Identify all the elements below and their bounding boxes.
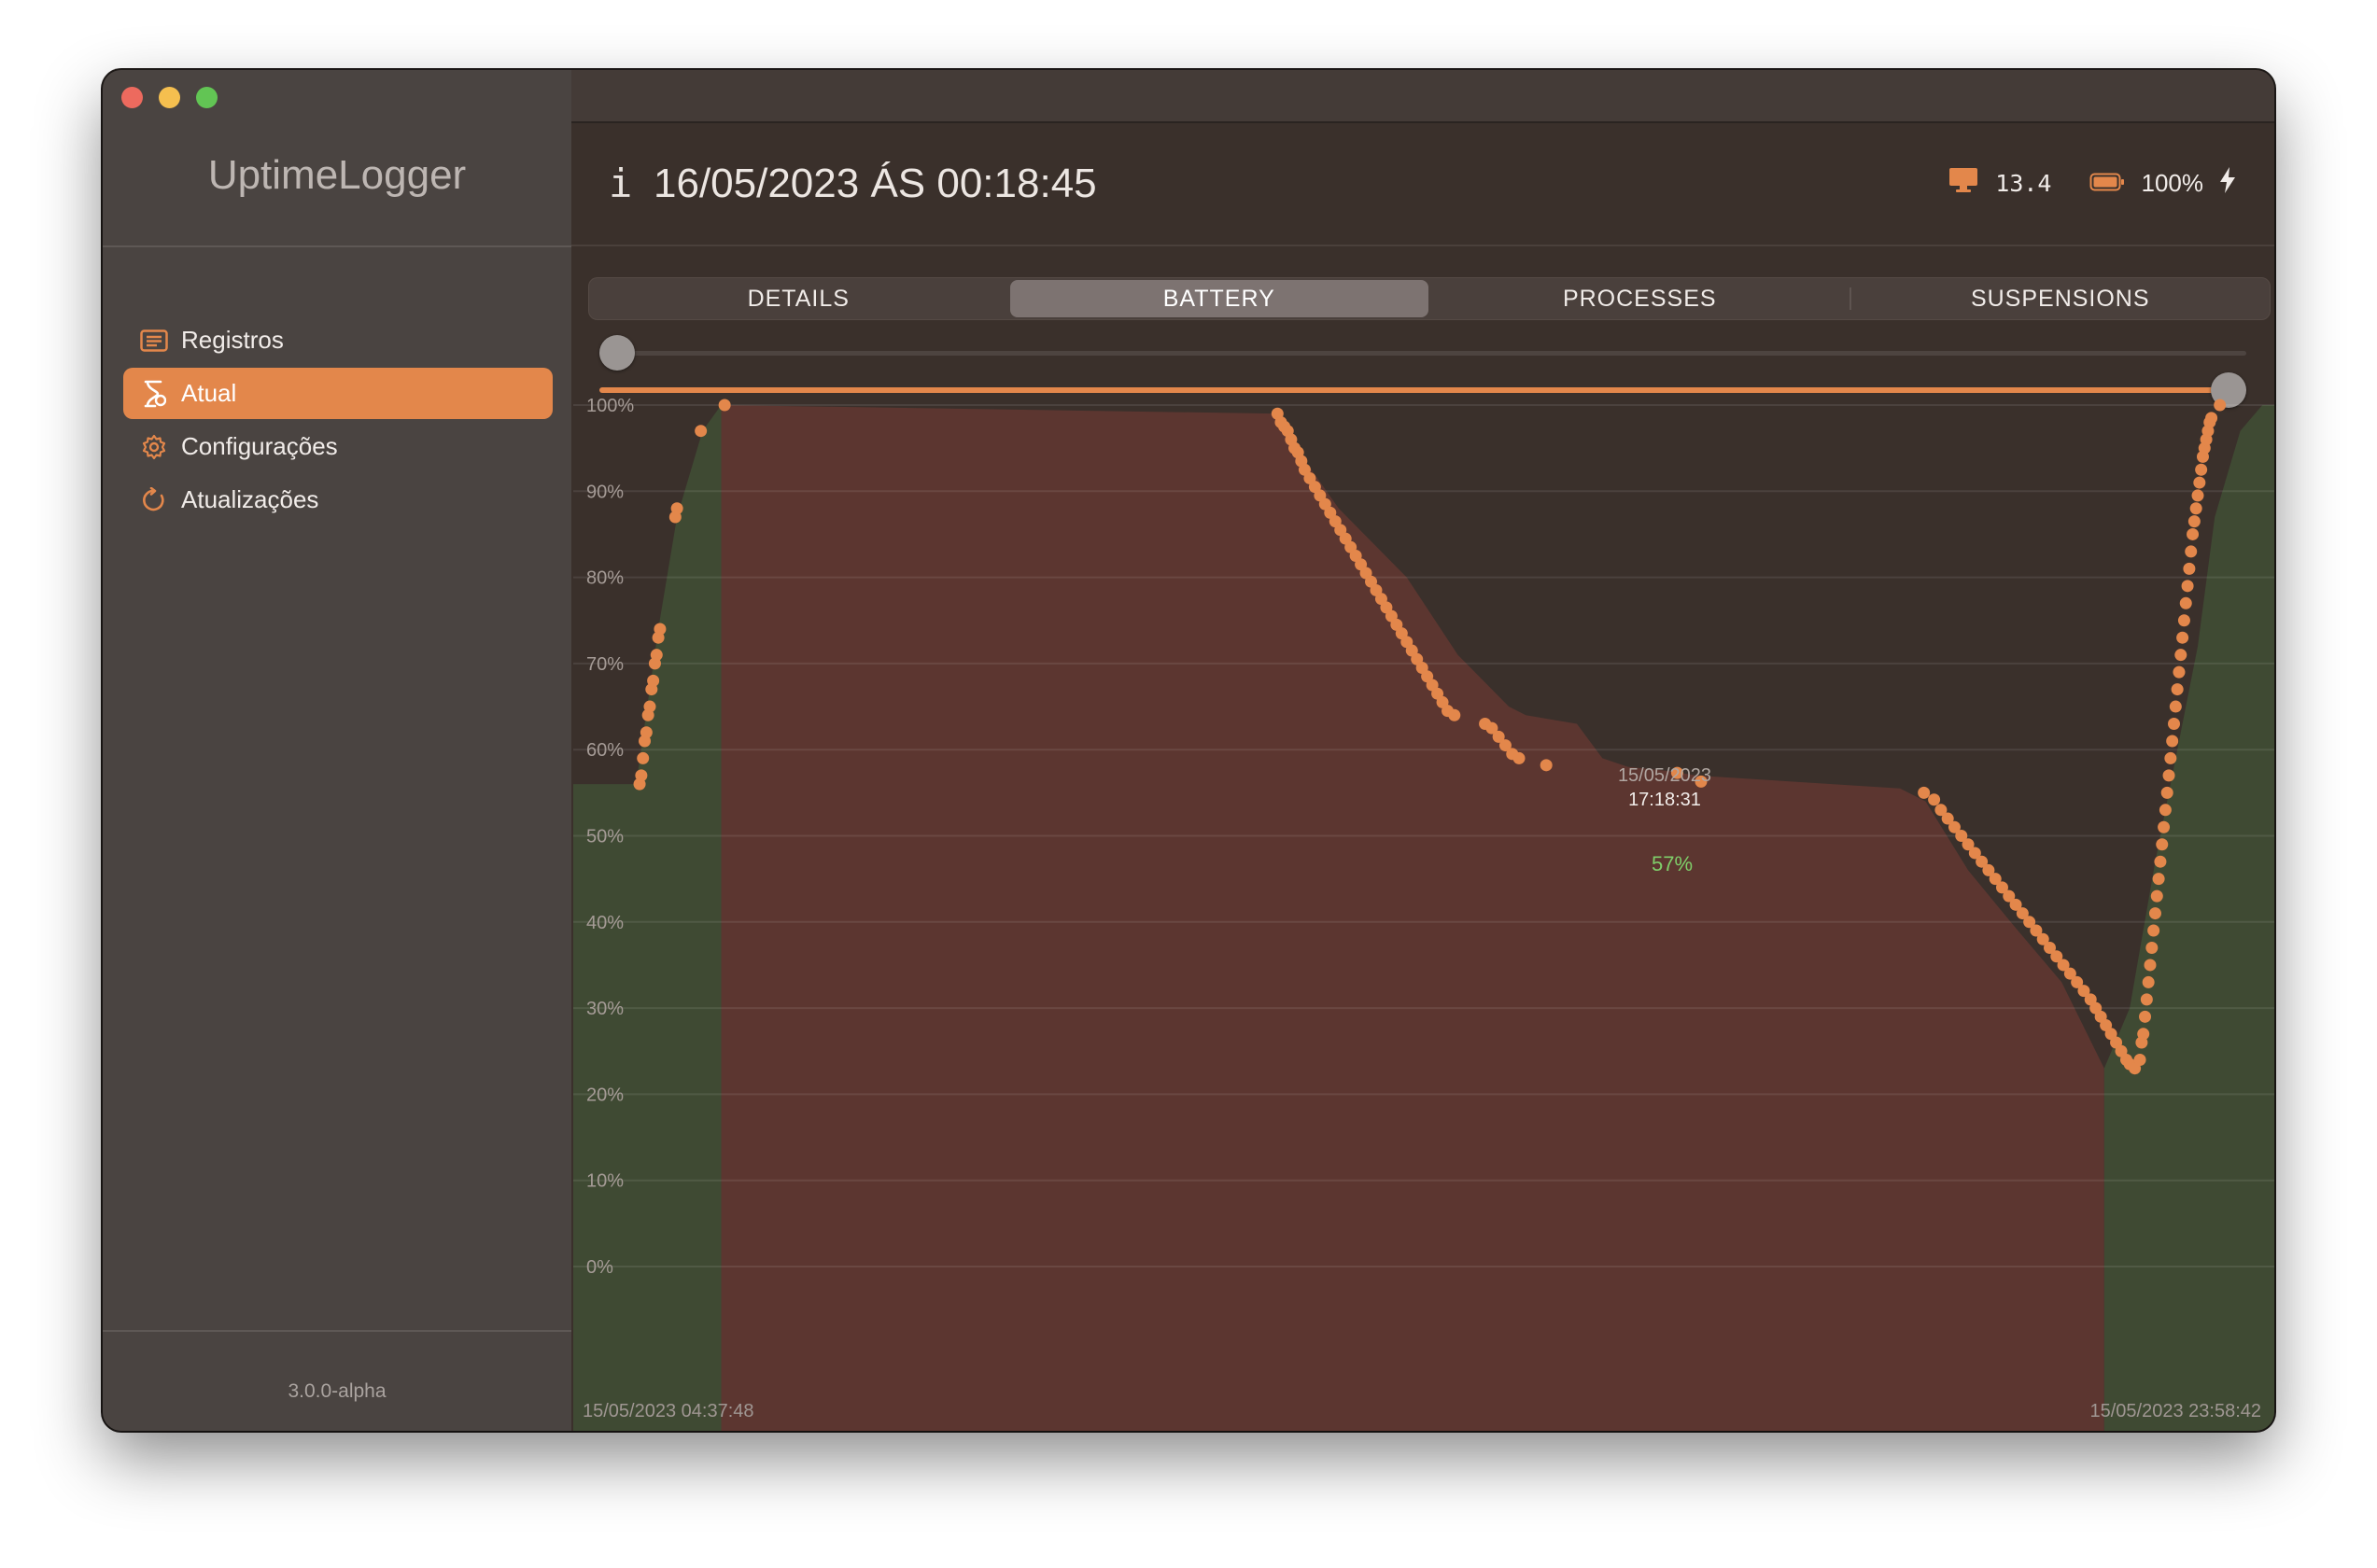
tab-details[interactable]: DETAILS (747, 285, 850, 312)
battery-icon (2089, 169, 2125, 198)
sidebar-nav: Registros Atual Configurações Atualizaçõ… (123, 315, 553, 527)
range-start-track[interactable] (599, 351, 2246, 356)
zoom-window-button[interactable] (196, 87, 218, 108)
sidebar-divider (103, 245, 571, 247)
tab-bar: DETAILS BATTERY PROCESSES SUSPENSIONS (588, 277, 2271, 320)
list-icon (138, 325, 170, 357)
range-end-track[interactable] (599, 387, 2246, 393)
sidebar: UptimeLogger Registros Atual Configuraçõ… (103, 70, 573, 1431)
version-label: 3.0.0-alpha (288, 1380, 387, 1402)
sidebar-item-registros[interactable]: Registros (123, 315, 553, 366)
app-title: UptimeLogger (207, 152, 467, 198)
sidebar-item-label: Configurações (181, 432, 338, 460)
main-panel: i 16/05/2023 ÁS 00:18:45 13.4 100% DETAI… (571, 70, 2274, 1431)
window-controls (121, 87, 218, 108)
header-datetime: 16/05/2023 ÁS 00:18:45 (654, 161, 1097, 206)
gear-icon (138, 431, 170, 463)
battery-percent: 100% (2141, 169, 2204, 197)
monitor-icon (1948, 167, 1978, 200)
close-window-button[interactable] (121, 87, 143, 108)
charging-bolt-icon (2218, 166, 2237, 201)
sidebar-item-atual[interactable]: Atual (123, 368, 553, 419)
minimize-window-button[interactable] (159, 87, 180, 108)
header: i 16/05/2023 ÁS 00:18:45 13.4 100% (571, 123, 2274, 246)
sidebar-footer-divider (103, 1330, 571, 1332)
range-start-handle[interactable] (599, 335, 635, 371)
tab-battery[interactable]: BATTERY (1009, 280, 1428, 317)
sidebar-item-atualizacoes[interactable]: Atualizações (123, 474, 553, 525)
range-end-handle[interactable] (2211, 372, 2246, 408)
range-slider (599, 331, 2246, 415)
app-window: UptimeLogger Registros Atual Configuraçõ… (103, 70, 2274, 1431)
sidebar-item-label: Atualizações (181, 485, 319, 513)
sidebar-item-configuracoes[interactable]: Configurações (123, 421, 553, 472)
sidebar-item-label: Atual (181, 379, 237, 407)
cpu-value: 13.4 (1995, 170, 2052, 197)
tab-separator (1849, 287, 1851, 310)
title-bar (571, 70, 2274, 123)
status-area: 13.4 100% (1948, 166, 2237, 201)
refresh-icon (138, 484, 170, 516)
tab-suspensions[interactable]: SUSPENSIONS (1970, 285, 2150, 312)
info-icon[interactable]: i (609, 161, 633, 206)
sidebar-item-label: Registros (181, 326, 284, 354)
hourglass-icon (138, 378, 170, 410)
tab-processes[interactable]: PROCESSES (1562, 285, 1717, 312)
